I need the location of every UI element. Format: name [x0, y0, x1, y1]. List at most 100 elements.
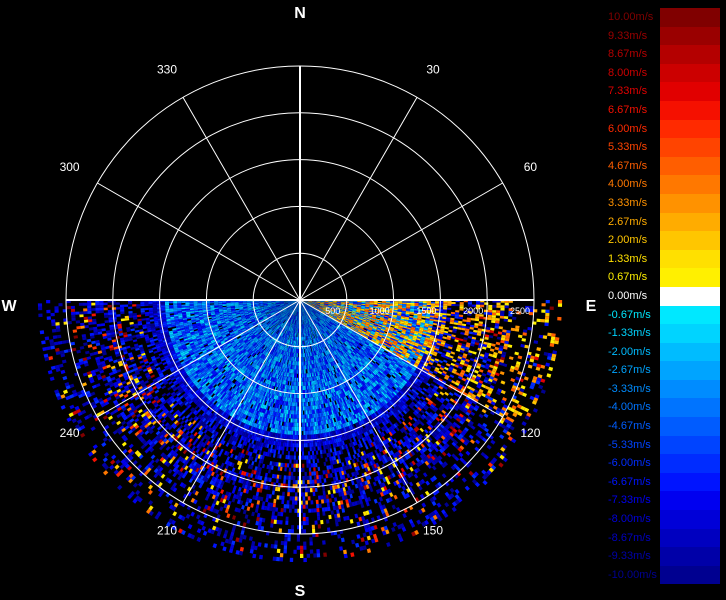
velocity-gate	[331, 307, 336, 309]
velocity-gate	[323, 307, 328, 309]
velocity-gate	[384, 313, 389, 316]
velocity-gate	[394, 356, 399, 360]
velocity-gate	[355, 314, 360, 316]
velocity-gate	[461, 343, 467, 347]
velocity-gate	[465, 328, 470, 332]
velocity-gate	[502, 404, 508, 409]
velocity-gate	[332, 303, 337, 305]
velocity-gate	[315, 303, 320, 305]
velocity-gate	[418, 304, 423, 307]
velocity-gate	[395, 355, 400, 359]
velocity-gate	[488, 309, 493, 313]
velocity-gate	[448, 344, 454, 348]
velocity-gate	[304, 301, 308, 303]
velocity-gate	[311, 305, 315, 308]
velocity-gate	[381, 307, 386, 309]
velocity-gate	[490, 401, 496, 406]
velocity-gate	[348, 320, 353, 323]
velocity-gate	[356, 309, 361, 311]
velocity-gate	[388, 331, 393, 334]
velocity-gate	[493, 365, 498, 370]
velocity-gate	[450, 317, 455, 321]
velocity-gate	[466, 409, 472, 414]
velocity-gate	[400, 316, 406, 318]
velocity-gate	[487, 342, 492, 346]
velocity-gate	[408, 346, 413, 350]
velocity-gate	[497, 350, 503, 355]
velocity-gate	[461, 325, 466, 329]
velocity-gate	[361, 340, 366, 344]
velocity-gate	[362, 330, 367, 333]
velocity-gate	[389, 326, 395, 330]
velocity-gate	[466, 366, 472, 371]
velocity-gate	[360, 308, 365, 311]
velocity-gate	[475, 365, 481, 369]
velocity-gate	[347, 310, 352, 313]
velocity-gate	[389, 348, 394, 352]
velocity-gate	[448, 329, 453, 333]
velocity-gate	[350, 317, 355, 320]
velocity-gate	[326, 309, 331, 312]
velocity-gate	[369, 342, 374, 346]
velocity-gate	[412, 348, 417, 352]
velocity-gate	[437, 338, 442, 342]
velocity-gate	[357, 301, 362, 303]
velocity-gate	[362, 317, 367, 320]
velocity-gate	[311, 303, 316, 305]
velocity-gate	[416, 336, 422, 340]
velocity-gate	[444, 502, 450, 508]
velocity-gate	[364, 312, 369, 315]
velocity-gate	[338, 312, 343, 314]
velocity-gate	[322, 309, 327, 312]
velocity-gate	[360, 309, 365, 312]
velocity-gate	[313, 308, 318, 311]
velocity-gate	[371, 317, 376, 320]
velocity-gate	[316, 302, 321, 303]
velocity-gate	[444, 326, 449, 330]
velocity-gate	[398, 339, 403, 343]
velocity-gate	[322, 310, 326, 313]
velocity-gate	[495, 372, 500, 377]
velocity-gate	[377, 304, 382, 306]
velocity-gate	[346, 314, 351, 316]
velocity-gate	[415, 339, 421, 343]
velocity-gate	[431, 465, 437, 471]
velocity-gate	[391, 345, 396, 349]
velocity-gate	[421, 319, 426, 322]
velocity-gate	[320, 312, 325, 315]
velocity-gate	[433, 370, 438, 375]
velocity-gate	[500, 307, 505, 311]
velocity-gate	[365, 304, 370, 306]
velocity-gate	[398, 301, 403, 303]
velocity-gate	[499, 315, 505, 319]
velocity-gate	[408, 481, 414, 487]
velocity-gate	[494, 325, 499, 329]
velocity-gate	[372, 344, 377, 349]
velocity-gate	[366, 535, 371, 541]
velocity-gate	[406, 341, 411, 344]
velocity-gate	[397, 310, 402, 312]
velocity-gate	[429, 360, 434, 364]
velocity-gate	[320, 312, 325, 316]
velocity-gate	[437, 379, 442, 384]
velocity-gate	[316, 303, 320, 305]
velocity-gate	[394, 325, 399, 328]
velocity-gate	[340, 302, 345, 304]
velocity-gate	[381, 305, 386, 307]
velocity-gate	[430, 310, 435, 313]
velocity-gate	[540, 319, 545, 323]
velocity-gate	[406, 302, 411, 305]
velocity-gate	[510, 387, 516, 393]
velocity-gate	[319, 306, 324, 309]
velocity-gate	[378, 321, 384, 324]
velocity-gate	[451, 370, 457, 374]
velocity-gate	[368, 325, 373, 328]
velocity-gate	[353, 304, 358, 306]
velocity-gate	[358, 329, 362, 333]
velocity-gate	[412, 373, 417, 378]
velocity-gate	[415, 341, 420, 344]
velocity-gate	[416, 519, 422, 525]
velocity-gate	[467, 311, 472, 314]
velocity-gate	[361, 339, 366, 343]
velocity-gate	[347, 324, 352, 327]
